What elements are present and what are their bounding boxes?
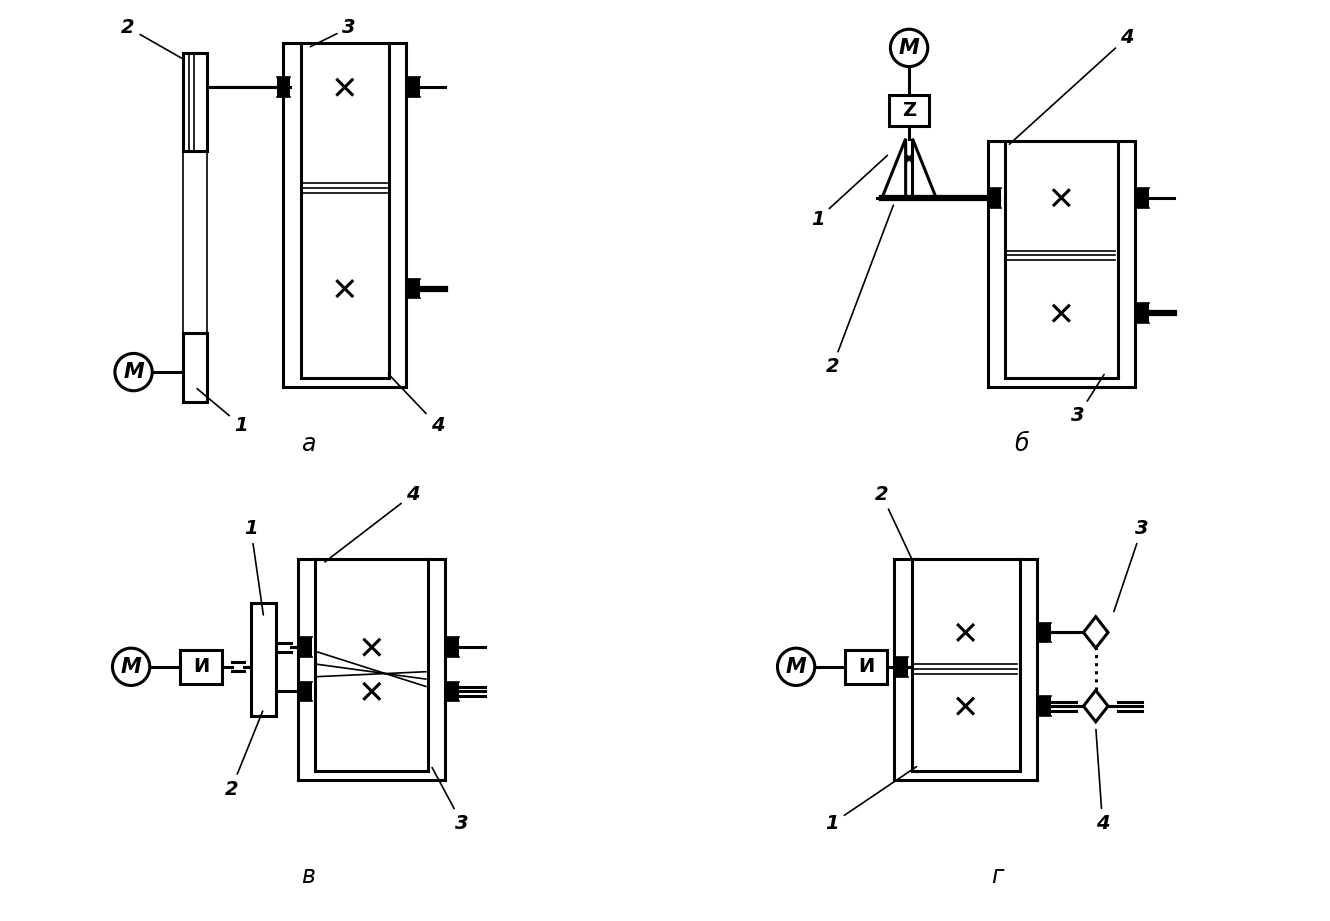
Text: 4: 4 [1009, 28, 1134, 145]
Text: б: б [1015, 432, 1029, 456]
Bar [1134, 188, 1149, 207]
Text: 3: 3 [1071, 375, 1104, 426]
Polygon shape [1084, 617, 1108, 648]
Text: в: в [301, 864, 315, 888]
Text: М: М [124, 362, 144, 382]
Bar [911, 559, 1020, 771]
Text: 2: 2 [121, 18, 182, 59]
Bar [1037, 623, 1051, 642]
Text: 1: 1 [826, 766, 916, 833]
Text: 2: 2 [875, 484, 912, 561]
Bar [251, 603, 277, 716]
Text: 1: 1 [197, 389, 247, 435]
Text: 2: 2 [826, 205, 894, 376]
Bar [182, 332, 207, 402]
Bar [846, 649, 887, 684]
Bar [1005, 141, 1117, 379]
Bar [1134, 303, 1149, 323]
Bar [298, 682, 311, 701]
Text: 1: 1 [811, 156, 887, 228]
Text: 4: 4 [1096, 729, 1109, 833]
Bar [446, 682, 459, 701]
Polygon shape [912, 139, 936, 198]
Text: 2: 2 [225, 711, 263, 799]
Text: 3: 3 [432, 767, 469, 833]
Text: 4: 4 [388, 374, 444, 435]
Bar [182, 52, 207, 151]
Text: г: г [991, 864, 1004, 888]
Bar [301, 43, 388, 379]
Bar [181, 649, 222, 684]
Text: М: М [899, 38, 919, 58]
Polygon shape [1084, 691, 1108, 722]
Bar [446, 637, 459, 657]
Bar [890, 95, 928, 126]
Text: 3: 3 [310, 18, 356, 47]
Bar [406, 279, 420, 298]
Text: Z: Z [902, 101, 916, 120]
Text: М: М [121, 657, 141, 677]
Bar [298, 637, 311, 657]
Text: М: М [786, 657, 806, 677]
Bar [277, 77, 290, 97]
Text: И: И [193, 658, 209, 676]
Text: 4: 4 [325, 484, 420, 562]
Bar [894, 657, 908, 677]
Bar [988, 188, 1001, 207]
Text: 1: 1 [245, 519, 263, 615]
Bar [406, 77, 420, 97]
Text: 3: 3 [1113, 519, 1149, 612]
Text: И: И [858, 658, 874, 676]
Bar [315, 559, 428, 771]
Bar [1037, 696, 1051, 716]
Text: а: а [301, 432, 315, 456]
Polygon shape [882, 139, 906, 198]
